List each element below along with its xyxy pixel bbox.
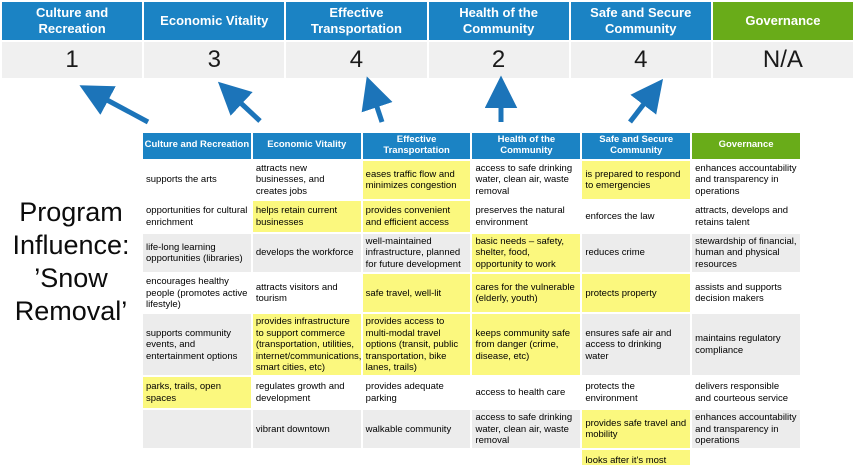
matrix-cell: attracts, develops and retains talent xyxy=(692,201,800,233)
matrix-cell: basic needs – safety, shelter, food, opp… xyxy=(472,234,581,273)
score-governance: N/A xyxy=(712,42,853,78)
matrix-cell: supports the arts xyxy=(143,160,251,200)
matrix-cell: access to safe drinking water, clean air… xyxy=(472,160,581,200)
matrix-cell xyxy=(472,450,581,465)
matrix-cell: enforces the law xyxy=(582,201,691,233)
matrix-row: parks, trails, open spaces regulates grow… xyxy=(143,377,800,409)
program-influence-label: Program Influence: ’Snow Removal’ xyxy=(12,197,130,326)
matrix-cell xyxy=(143,410,251,449)
matrix-header-health-community: Health of the Community xyxy=(472,133,581,159)
matrix-cell xyxy=(252,450,361,465)
matrix-cell: eases traffic flow and minimizes congest… xyxy=(362,160,471,200)
matrix-cell xyxy=(362,450,471,465)
up-left-arrow-icon xyxy=(79,85,150,125)
matrix-cell: develops the workforce xyxy=(252,234,361,273)
matrix-cell: regulates growth and development xyxy=(252,377,361,409)
matrix-cell: access to health care xyxy=(472,377,581,409)
matrix-cell: helps retain current businesses xyxy=(252,201,361,233)
matrix-cell: stewardship of financial, human and phys… xyxy=(692,234,800,273)
matrix-cell: assists and supports decision makers xyxy=(692,274,800,313)
up-left-arrow-icon xyxy=(217,81,262,123)
scoreboard-banner: Culture and Recreation Economic Vitality… xyxy=(2,2,853,78)
matrix-cell: life-long learning opportunities (librar… xyxy=(143,234,251,273)
score-health-community: 2 xyxy=(428,42,569,78)
matrix-cell: encourages healthy people (promotes acti… xyxy=(143,274,251,313)
matrix-cell: supports community events, and entertain… xyxy=(143,314,251,376)
matrix-cell: ensures safe air and access to drinking … xyxy=(582,314,691,376)
matrix-cell: provides convenient and efficient access xyxy=(362,201,471,233)
matrix-header-economic-vitality: Economic Vitality xyxy=(252,133,361,159)
matrix-cell: opportunities for cultural enrichment xyxy=(143,201,251,233)
matrix-cell: walkable community xyxy=(362,410,471,449)
score-economic-vitality: 3 xyxy=(144,42,285,78)
scoreboard-header-health-community: Health of the Community xyxy=(428,2,569,40)
matrix-cell: well-maintained infrastructure, planned … xyxy=(362,234,471,273)
matrix-cell: provides adequate parking xyxy=(362,377,471,409)
matrix-cell: provides access to multi-modal travel op… xyxy=(362,314,471,376)
matrix-cell: reduces crime xyxy=(582,234,691,273)
matrix-header-safe-secure: Safe and Secure Community xyxy=(582,133,691,159)
matrix-cell: enhances accountability and transparency… xyxy=(692,410,800,449)
matrix-header-row: Culture and Recreation Economic Vitality… xyxy=(143,133,800,159)
matrix-row: life-long learning opportunities (librar… xyxy=(143,234,800,273)
matrix-cell: attracts visitors and tourism xyxy=(252,274,361,313)
matrix-cell xyxy=(692,450,800,465)
matrix-header-effective-transportation: Effective Transportation xyxy=(362,133,471,159)
scoreboard-header-economic-vitality: Economic Vitality xyxy=(144,2,285,40)
score-effective-transportation: 4 xyxy=(286,42,427,78)
matrix-cell: protects property xyxy=(582,274,691,313)
matrix-cell: delivers responsible and courteous servi… xyxy=(692,377,800,409)
matrix-cell: cares for the vulnerable (elderly, youth… xyxy=(472,274,581,313)
matrix-cell: safe travel, well-lit xyxy=(362,274,471,313)
scoreboard-header-effective-transportation: Effective Transportation xyxy=(286,2,427,40)
matrix-cell: provides infrastructure to support comme… xyxy=(252,314,361,376)
matrix-cell: parks, trails, open spaces xyxy=(143,377,251,409)
matrix-cell: preserves the natural environment xyxy=(472,201,581,233)
matrix-header-governance: Governance xyxy=(692,133,800,159)
matrix-cell: is prepared to respond to emergencies xyxy=(582,160,691,200)
matrix-cell: protects the environment xyxy=(582,377,691,409)
matrix-cell xyxy=(143,450,251,465)
scoreboard-header-governance: Governance xyxy=(712,2,853,40)
matrix-row: looks after it's most vulnerable xyxy=(143,450,800,465)
matrix-row: supports community events, and entertain… xyxy=(143,314,800,376)
influence-matrix-table: Culture and Recreation Economic Vitality… xyxy=(141,131,802,465)
scoreboard-header-culture-recreation: Culture and Recreation xyxy=(2,2,143,40)
up-arrow-icon xyxy=(361,76,393,123)
matrix-body: supports the arts attracts new businesses… xyxy=(143,160,800,465)
matrix-row: encourages healthy people (promotes acti… xyxy=(143,274,800,313)
scoreboard-header-safe-secure: Safe and Secure Community xyxy=(570,2,711,40)
matrix-head: Culture and Recreation Economic Vitality… xyxy=(143,133,800,159)
matrix-header-culture-recreation: Culture and Recreation xyxy=(143,133,251,159)
matrix-row: vibrant downtown walkable community access… xyxy=(143,410,800,449)
matrix-cell: maintains regulatory compliance xyxy=(692,314,800,376)
score-safe-secure: 4 xyxy=(570,42,711,78)
matrix-cell: attracts new businesses, and creates job… xyxy=(252,160,361,200)
up-right-arrow-icon xyxy=(628,78,664,124)
matrix-cell: enhances accountability and transparency… xyxy=(692,160,800,200)
matrix-cell: looks after it's most vulnerable xyxy=(582,450,691,465)
matrix-row: opportunities for cultural enrichment hel… xyxy=(143,201,800,233)
matrix-cell: provides safe travel and mobility xyxy=(582,410,691,449)
score-culture-recreation: 1 xyxy=(2,42,143,78)
matrix-cell: vibrant downtown xyxy=(252,410,361,449)
matrix-cell: access to safe drinking water, clean air… xyxy=(472,410,581,449)
matrix-cell: keeps community safe from danger (crime,… xyxy=(472,314,581,376)
matrix-row: supports the arts attracts new businesses… xyxy=(143,160,800,200)
